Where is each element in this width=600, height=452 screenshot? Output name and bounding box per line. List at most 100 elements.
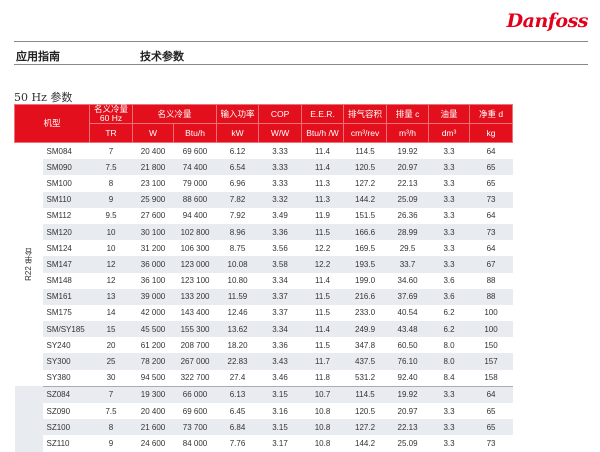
value-cell: 6.84 <box>216 419 259 436</box>
value-cell: 3.17 <box>272 438 288 448</box>
value-cell: 100 <box>484 308 498 318</box>
value-cell: 10.8 <box>314 438 331 448</box>
table-row: SM110 9 25 900 88 600 7.82 3.32 11.3 144.2 25.09… <box>15 191 513 208</box>
table-row: SY380 30 94 500 322 700 27.4 3.46 11.8 531.2 92.… <box>15 370 513 387</box>
model-cell: SM161 <box>42 288 90 305</box>
table-row: SZ100 8 21 600 73 700 6.84 3.15 10.8 127.2 22.13… <box>15 419 513 436</box>
value-cell: 11.59 <box>216 288 259 305</box>
model-cell: SM090 <box>42 159 90 176</box>
value-cell: 6.13 <box>216 385 259 403</box>
value-cell: 3.3 <box>428 256 470 273</box>
value-cell: 3.32 <box>258 191 302 208</box>
value-cell: 169.5 <box>355 243 376 253</box>
value-cell: 233.0 <box>355 308 376 318</box>
model-cell: SZ090 <box>46 406 71 416</box>
unit-cell: kg <box>469 123 514 143</box>
value-cell: 36 100 <box>140 276 166 286</box>
value-cell: 7.92 <box>229 211 246 221</box>
value-cell: 10.80 <box>227 276 248 286</box>
model-cell: SM147 <box>42 256 90 273</box>
header-cop: COP <box>258 104 303 124</box>
value-cell: 208 700 <box>180 340 210 350</box>
value-cell: 6.45 <box>229 406 246 416</box>
value-cell: 69 600 <box>182 406 208 416</box>
value-cell: 3.3 <box>443 406 455 416</box>
value-cell: 73 <box>469 191 513 208</box>
value-cell: 25 900 <box>132 191 174 208</box>
value-cell: 33.7 <box>386 256 429 273</box>
value-cell: 6.54 <box>216 159 259 176</box>
value-cell: 88 600 <box>173 191 217 208</box>
value-cell: 79 000 <box>182 178 208 188</box>
value-cell: 199.0 <box>355 276 376 286</box>
value-cell: 65 <box>486 406 496 416</box>
value-cell: 9 <box>108 438 114 448</box>
unit-cell: Btu/h /W <box>301 123 345 143</box>
model-cell: SY380 <box>46 373 71 383</box>
value-cell: 28.99 <box>386 223 429 241</box>
value-cell: 29.5 <box>399 243 416 253</box>
value-cell: 3.36 <box>272 340 288 350</box>
value-cell: 43.48 <box>386 321 429 338</box>
unit-cell: cm³/rev <box>343 123 388 143</box>
value-cell: 3.34 <box>272 276 288 286</box>
value-cell: 157 <box>469 353 513 370</box>
value-cell: 36 000 <box>132 256 174 273</box>
value-cell: 12 <box>89 256 133 273</box>
value-cell: 8.75 <box>229 243 246 253</box>
value-cell: 37.69 <box>386 288 429 305</box>
value-cell: 9 <box>89 191 133 208</box>
model-cell: SY240 <box>46 340 71 350</box>
value-cell: 12.2 <box>314 243 331 253</box>
value-cell: 114.5 <box>343 385 387 403</box>
unit-cell: kW <box>216 123 260 143</box>
value-cell: 166.6 <box>343 223 387 241</box>
value-cell: 64 <box>486 211 496 221</box>
value-cell: 23 100 <box>140 178 166 188</box>
value-cell: 3.3 <box>428 223 470 241</box>
table-row: SM175 14 42 000 143 400 12.46 3.37 11.5 233.0 40… <box>15 305 513 321</box>
value-cell: 10 <box>89 223 133 241</box>
value-cell: 18.20 <box>227 340 248 350</box>
value-cell: 61 200 <box>140 340 166 350</box>
table-row: SM090 7.5 21 800 74 400 6.54 3.33 11.4 120.5 20.… <box>15 159 513 176</box>
header-flow: 排量 c <box>386 104 430 124</box>
value-cell: 7 <box>108 146 114 156</box>
value-cell: 13.62 <box>216 321 259 338</box>
value-cell: 19.92 <box>397 146 418 156</box>
model-cell: SM175 <box>46 308 72 318</box>
model-cell: SZ100 <box>42 419 90 436</box>
model-cell: SY300 <box>42 353 90 370</box>
value-cell: 11.4 <box>301 321 344 338</box>
model-cell: SM/SY185 <box>42 321 90 338</box>
table-row: SM112 9.5 27 600 94 400 7.92 3.49 11.9 151.5 26.… <box>15 208 513 224</box>
value-cell: 193.5 <box>343 256 387 273</box>
section-label: 应用指南 <box>16 50 60 63</box>
page-title: 技术参数 <box>140 50 184 63</box>
model-cell: SM124 <box>46 243 72 253</box>
value-cell: 127.2 <box>343 419 387 436</box>
value-cell: 3.3 <box>443 243 455 253</box>
value-cell: 3.3 <box>428 159 470 176</box>
value-cell: 531.2 <box>355 373 376 383</box>
header-capacity: 名义冷量 <box>132 104 218 124</box>
unit-cell: Btu/h <box>173 123 218 143</box>
unit-cell: m³/h <box>386 123 430 143</box>
value-cell: 3.34 <box>258 321 302 338</box>
value-cell: 20 400 <box>140 406 166 416</box>
value-cell: 3.37 <box>272 308 288 318</box>
value-cell: 9.5 <box>105 211 117 221</box>
value-cell: 267 000 <box>173 353 217 370</box>
value-cell: 102 800 <box>173 223 217 241</box>
value-cell: 347.8 <box>355 340 376 350</box>
table-row: SM120 10 30 100 102 800 8.96 3.36 11.5 166.6 28.… <box>15 223 513 241</box>
value-cell: 11.8 <box>315 373 331 383</box>
value-cell: 3.3 <box>443 438 455 448</box>
unit-cell: dm³ <box>428 123 471 143</box>
value-cell: 11.5 <box>301 288 344 305</box>
table-row: SZ084 7 19 300 66 000 6.13 3.15 10.7 114.5 19.92… <box>14 385 513 452</box>
table-row: SY300 25 78 200 267 000 22.83 3.43 11.7 437.5 76… <box>15 353 513 370</box>
value-cell: 22.13 <box>386 419 429 436</box>
value-cell: 3.33 <box>258 159 302 176</box>
value-cell: 11.4 <box>315 276 331 286</box>
